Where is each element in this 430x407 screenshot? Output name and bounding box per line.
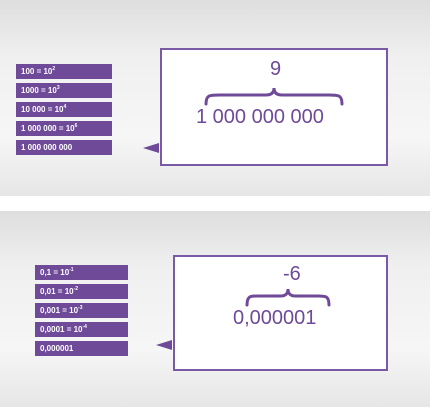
power-label: 0,01 = 10-2 — [35, 284, 128, 299]
number-display-top: 1 000 000 000 — [196, 106, 324, 128]
callout-pointer-top — [143, 143, 159, 153]
callout-box-bottom: -6 0,000001 — [173, 255, 388, 371]
callout-pointer-bottom — [156, 340, 172, 350]
brace-icon-bottom — [245, 288, 331, 307]
power-label: 1 000 000 = 106 — [16, 121, 112, 136]
callout-box-top: 9 1 000 000 000 — [160, 48, 388, 166]
power-label: 10 000 = 104 — [16, 102, 112, 117]
power-label: 1000 = 103 — [16, 83, 112, 98]
power-label: 0,1 = 10-1 — [35, 265, 128, 280]
exponent-label-bottom: -6 — [283, 263, 301, 285]
power-label: 100 = 102 — [16, 64, 112, 79]
power-label: 0,001 = 10-3 — [35, 303, 128, 318]
power-label: 0,0001 = 10-4 — [35, 322, 128, 337]
power-label: 0,000001 — [35, 341, 128, 356]
power-label-list-bottom: 0,1 = 10-1 0,01 = 10-2 0,001 = 10-3 0,00… — [35, 265, 128, 360]
exponent-label-top: 9 — [270, 58, 282, 80]
brace-icon-top — [204, 87, 344, 106]
power-label-list-top: 100 = 102 1000 = 103 10 000 = 104 1 000 … — [16, 64, 112, 159]
power-label: 1 000 000 000 — [16, 140, 112, 155]
number-display-bottom: 0,000001 — [233, 307, 317, 329]
